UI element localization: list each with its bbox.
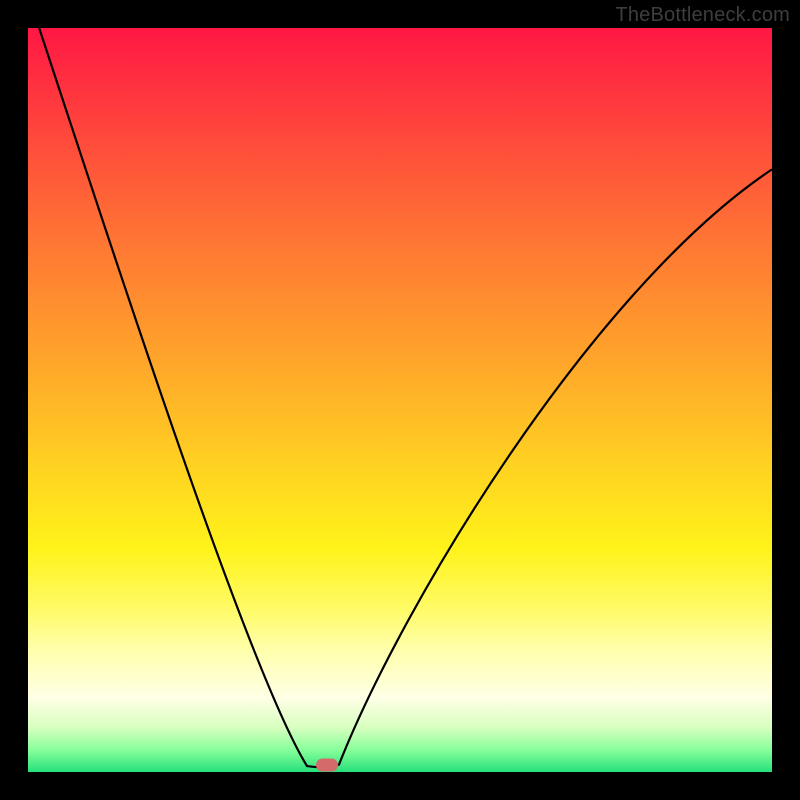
curve-path (39, 28, 772, 767)
plot-outer-frame (28, 28, 772, 772)
chart-stage: TheBottleneck.com (0, 0, 800, 800)
optimal-point-marker (316, 758, 338, 771)
watermark-text: TheBottleneck.com (615, 4, 790, 27)
bottleneck-curve (28, 28, 772, 772)
plot-area (28, 28, 772, 772)
